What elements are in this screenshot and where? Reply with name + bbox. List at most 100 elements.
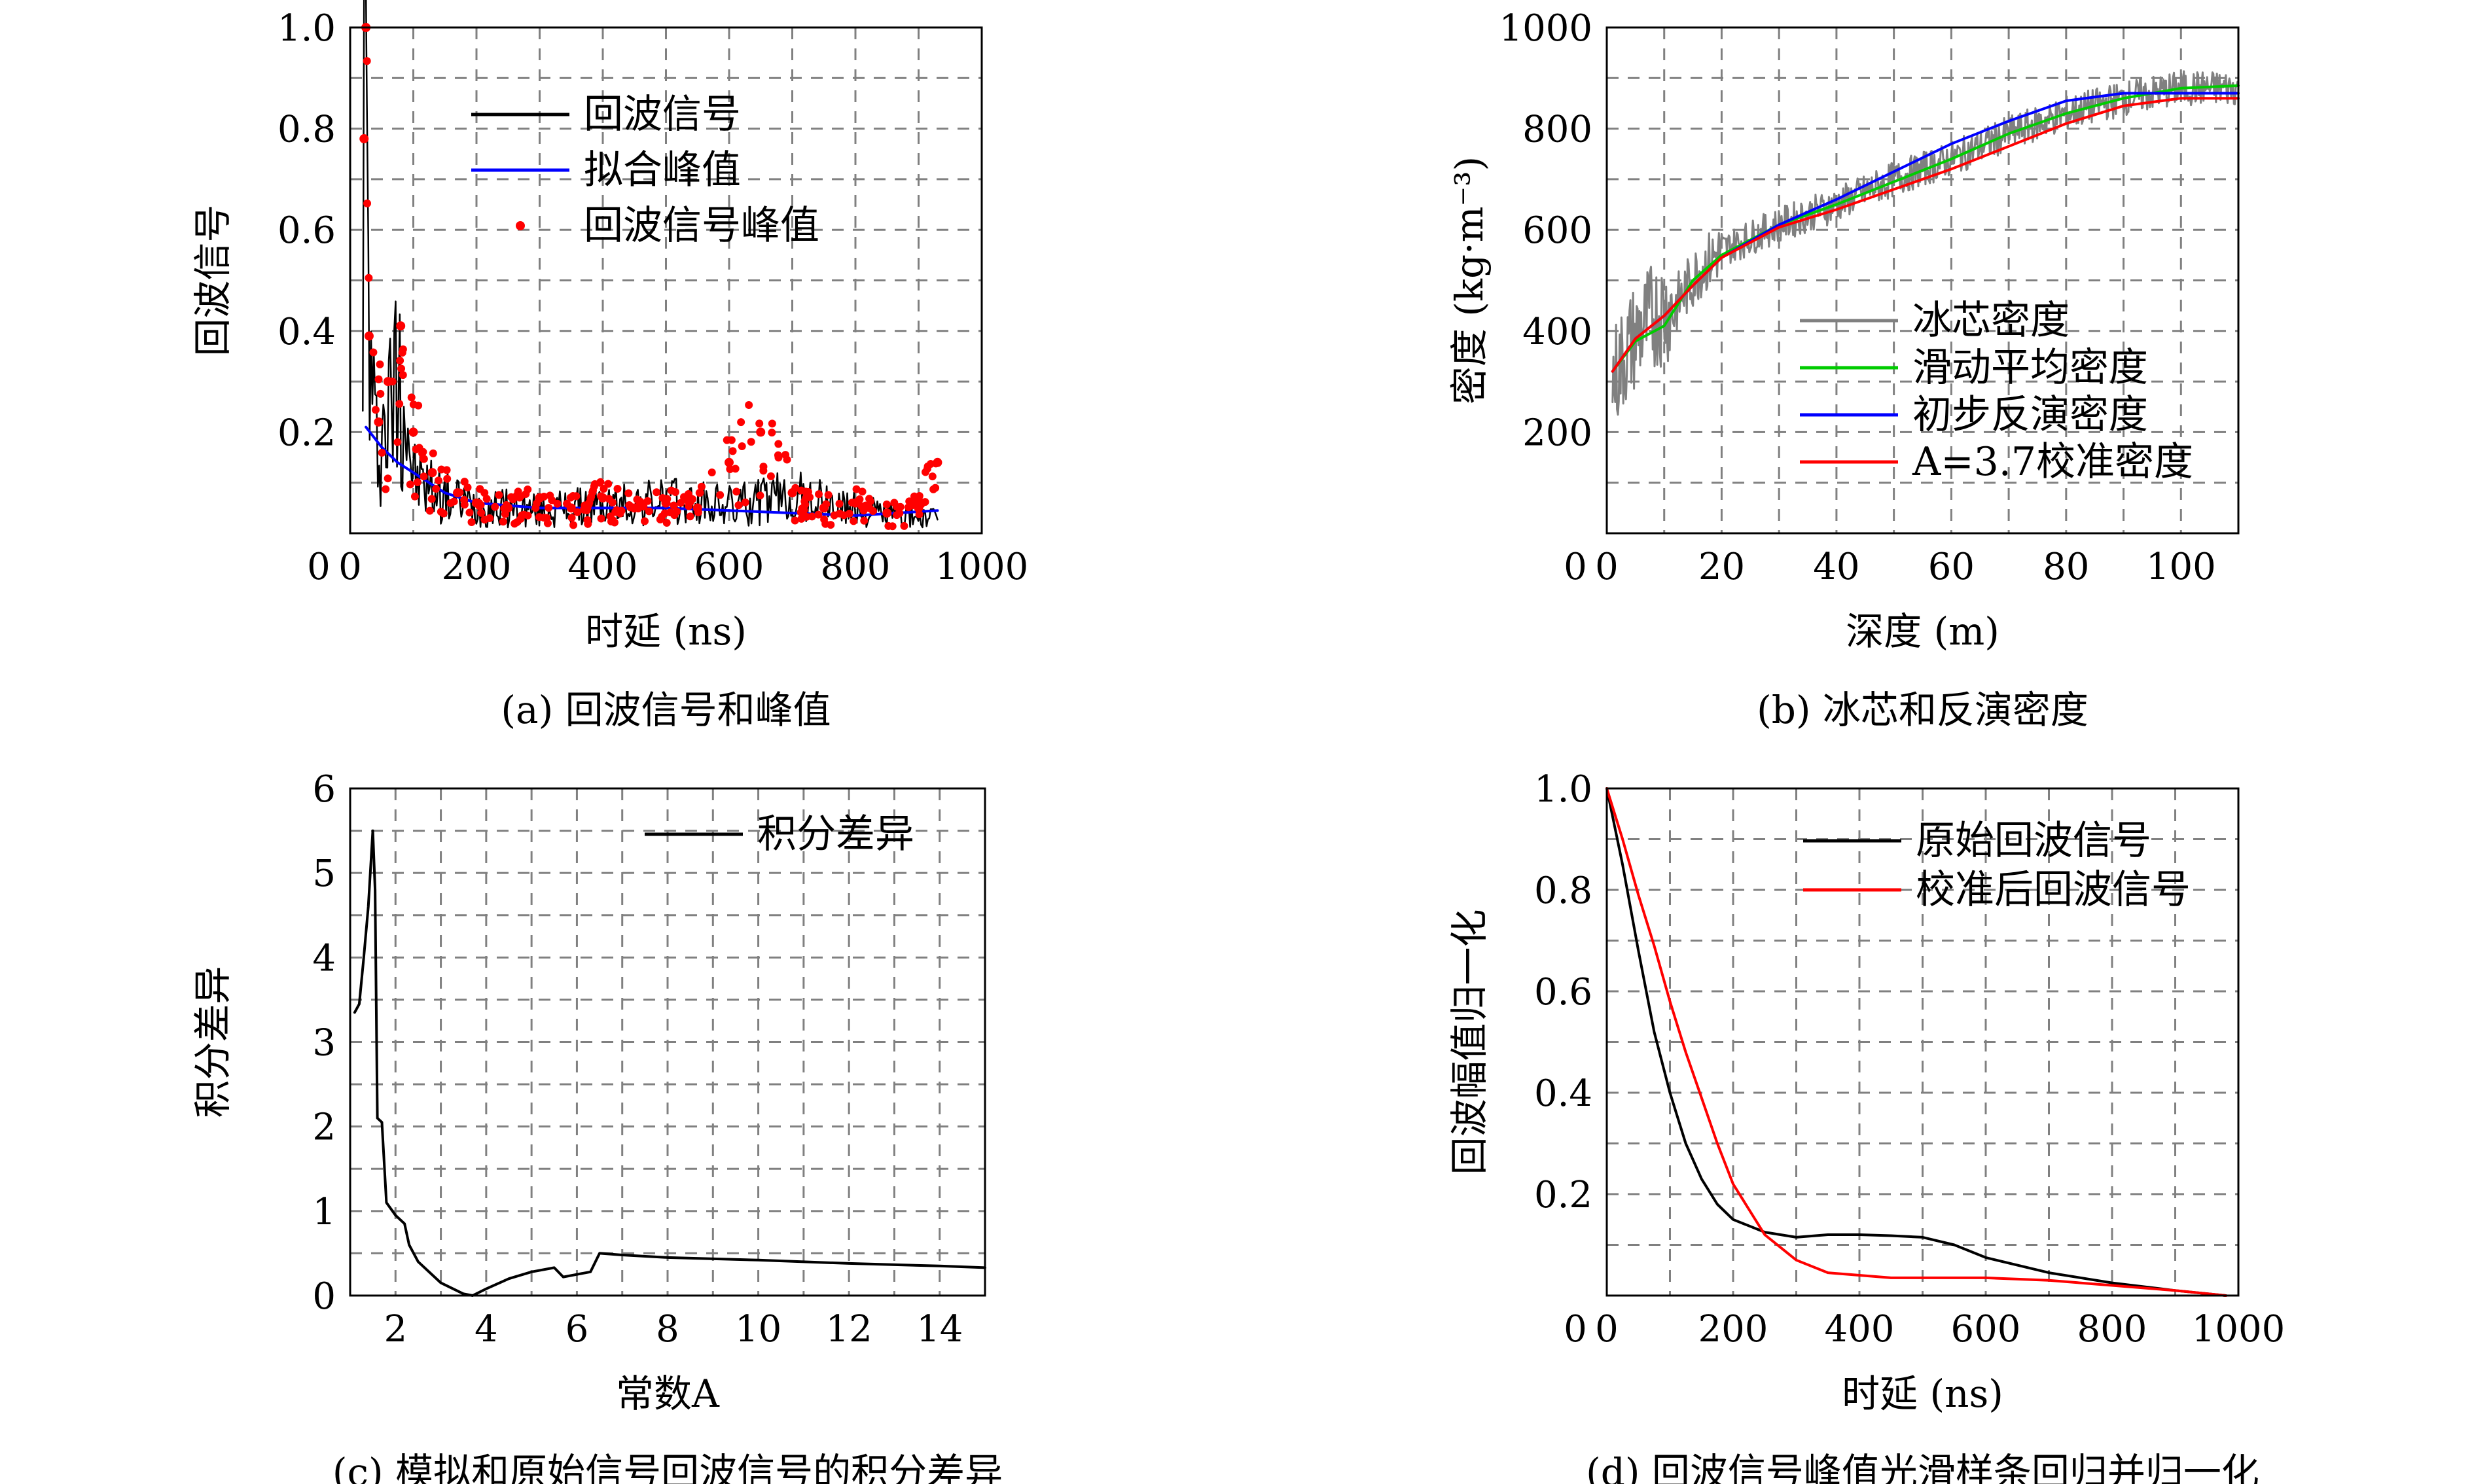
plot-frame [349,26,983,535]
y-tick-label: 600 [1522,209,1592,252]
series-d-0 [1605,787,2227,1297]
data-point [363,199,372,207]
data-point [662,519,671,527]
data-point [514,487,522,496]
data-point [409,400,418,409]
x-tick-label: 14 [916,1308,963,1351]
data-point [567,514,576,522]
data-point [456,488,464,497]
origin-tick-label: 0 [307,546,331,588]
data-point [590,480,599,488]
data-point [443,474,452,483]
legend: 积分差异 [645,811,914,857]
tick-labels: 0 200 400 600 800 1000 0.2 0.4 0.6 0.8 1.0 0 [278,7,1028,588]
data-point [374,375,383,383]
x-tick-label: 800 [2077,1308,2147,1351]
data-point [396,357,404,365]
data-point [407,393,416,402]
data-point [858,487,867,496]
data-point [378,448,386,457]
data-point [546,491,554,500]
data-point [495,491,503,499]
data-point [434,476,442,485]
data-point [694,508,702,516]
data-point [581,501,589,510]
x-tick-label: 400 [568,546,638,588]
series-b-1 [1611,84,2240,373]
data-point [725,457,734,467]
data-point [477,508,486,517]
data-point [768,419,776,428]
y-axis-title: 回波幅值归一化 [1447,909,1492,1175]
data-point [781,451,790,459]
data-point [791,516,799,525]
data-point [815,490,823,499]
series-b-0 [1611,70,2240,416]
tick-labels: 0 200 400 600 800 1000 0.2 0.4 0.6 0.8 1.0 0 [1534,768,2285,1351]
data-point [429,449,437,457]
data-point [522,489,530,498]
y-tick-label: 0 [312,1275,336,1318]
data-point [597,514,605,523]
data-point [673,507,681,516]
data-point [365,274,373,282]
data-point [766,472,775,480]
data-point [802,512,811,521]
data-point [427,495,436,503]
data-point [804,487,812,496]
data-point [425,506,434,515]
x-tick-label: 10 [735,1308,781,1351]
data-point [465,508,474,517]
data-point [865,495,874,503]
data-point [520,510,528,519]
data-point [420,455,428,463]
data-point [865,504,874,512]
data-point [617,506,626,515]
x-tick-label: 800 [821,546,891,588]
legend-label: 拟合峰值 [584,147,741,193]
data-point [745,400,753,409]
data-point [393,438,402,446]
data-point [737,418,745,427]
y-tick-label: 0.6 [278,209,336,252]
x-tick-label: 60 [1928,546,1975,588]
data-point [917,500,925,508]
data-point [860,516,869,525]
series-group [359,0,942,531]
x-tick-label: 200 [442,546,512,588]
data-point [382,485,390,493]
data-point [388,378,397,386]
x-tick-label: 1000 [2192,1308,2286,1351]
data-point [888,522,897,531]
data-point [420,472,428,481]
data-point [774,440,783,448]
grid-lines [1607,788,2238,1296]
data-point [625,501,634,510]
y-tick-label: 4 [312,937,336,980]
x-axis-title: 深度 (m) [1846,609,1999,654]
data-point [573,508,582,516]
data-point [463,483,472,491]
data-point [895,509,904,518]
data-point [684,490,692,499]
x-tick-label: 20 [1698,546,1745,588]
data-point [446,499,455,507]
data-point [476,485,484,493]
series-group [1611,70,2240,416]
data-point [685,496,693,504]
data-point [747,438,755,446]
y-tick-label: 0.6 [1534,971,1592,1014]
data-point [397,364,406,373]
data-point [900,521,908,530]
data-point [476,501,485,509]
data-point [686,512,694,521]
data-point [814,510,823,519]
data-point [460,478,469,486]
y-tick-label: 5 [312,853,336,895]
data-point [597,492,605,501]
data-point [399,345,407,353]
data-point [728,447,737,455]
data-point [882,508,892,518]
x-tick-label: 2 [384,1308,407,1351]
